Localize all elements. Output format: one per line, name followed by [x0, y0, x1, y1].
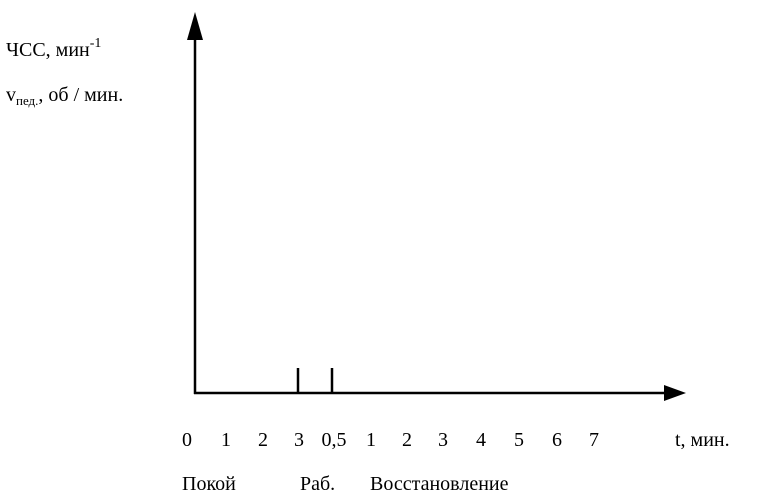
- y-label-2-sub: пед.: [16, 93, 38, 108]
- phase-label: Раб.: [300, 473, 335, 495]
- x-tick-label: 2: [402, 429, 412, 451]
- y-label-2-rest: , об / мин.: [38, 84, 123, 106]
- phase-label: Покой: [182, 473, 236, 495]
- phase-label: Восстановление: [370, 473, 509, 495]
- x-tick-label: 6: [552, 429, 562, 451]
- y-label-1-text: ЧСС, мин: [6, 39, 90, 61]
- x-tick-label: 3: [438, 429, 448, 451]
- x-tick-label: 3: [294, 429, 304, 451]
- x-tick-label: 0: [182, 429, 192, 451]
- y-label-1-sup: -1: [90, 36, 102, 51]
- x-tick-label: 4: [476, 429, 486, 451]
- x-tick-label: 1: [221, 429, 231, 451]
- x-tick-label: 0,5: [322, 429, 347, 451]
- x-tick-label: 1: [366, 429, 376, 451]
- y-label-2-text: v: [6, 84, 16, 106]
- y-label-1: ЧСС, мин-1: [6, 36, 101, 61]
- x-label: t, мин.: [675, 429, 730, 451]
- y-arrow: [187, 12, 203, 40]
- x-tick-label: 5: [514, 429, 524, 451]
- x-tick-label: 7: [589, 429, 599, 451]
- x-arrow: [664, 385, 686, 401]
- x-tick-labels: 0 1 2 3 0,5 1 2 3 4 5 6 7: [182, 429, 599, 451]
- x-tick-label: 2: [258, 429, 268, 451]
- y-label-2: vпед., об / мин.: [6, 84, 123, 108]
